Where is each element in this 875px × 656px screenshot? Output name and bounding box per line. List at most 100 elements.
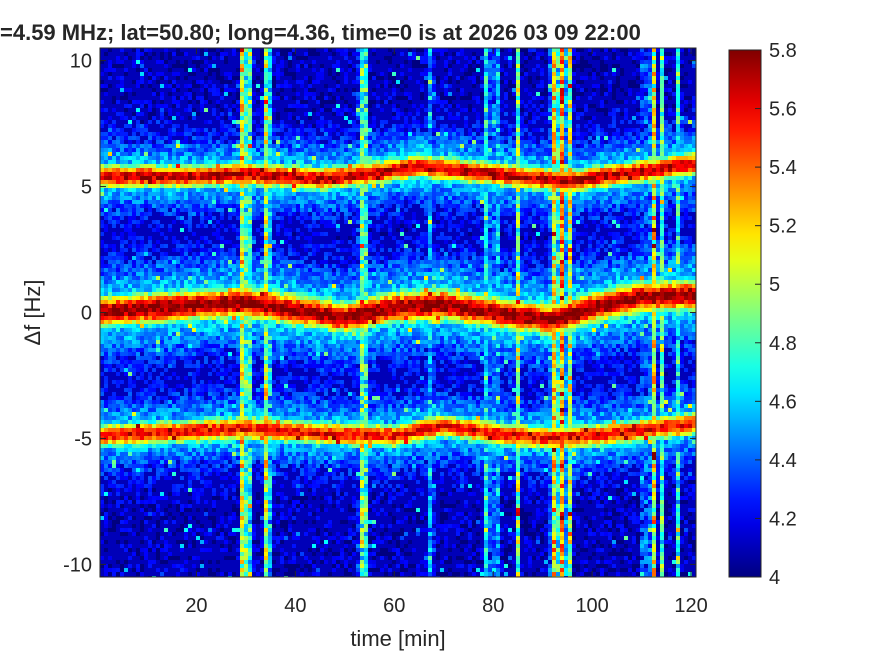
heatmap-cell <box>168 512 172 516</box>
heatmap-cell <box>152 164 156 168</box>
heatmap-cell <box>132 180 136 184</box>
heatmap-cell <box>108 480 112 484</box>
heatmap-cell <box>112 400 116 404</box>
heatmap-cell <box>208 172 212 176</box>
heatmap-cell <box>212 428 216 432</box>
heatmap-cell <box>168 352 172 356</box>
heatmap-cell <box>244 216 248 220</box>
heatmap-cell <box>152 360 156 364</box>
heatmap-cell <box>292 392 296 396</box>
heatmap-cell <box>272 344 276 348</box>
heatmap-cell <box>144 408 148 412</box>
heatmap-cell <box>260 428 264 432</box>
heatmap-cell <box>172 248 176 252</box>
heatmap-cell <box>216 444 220 448</box>
heatmap-cell <box>136 280 140 284</box>
heatmap-cell <box>196 260 200 264</box>
heatmap-cell <box>264 136 268 140</box>
heatmap-cell <box>276 216 280 220</box>
heatmap-cell <box>196 472 200 476</box>
heatmap-cell <box>284 376 288 380</box>
heatmap-cell <box>296 316 300 320</box>
heatmap-cell <box>296 396 300 400</box>
heatmap-cell <box>108 492 112 496</box>
heatmap-cell <box>292 156 296 160</box>
heatmap-cell <box>184 360 188 364</box>
heatmap-cell <box>248 252 252 256</box>
heatmap-cell <box>128 236 132 240</box>
heatmap-cell <box>196 56 200 60</box>
heatmap-cell <box>276 316 280 320</box>
heatmap-cell <box>268 560 272 564</box>
heatmap-cell <box>268 220 272 224</box>
heatmap-cell <box>136 208 140 212</box>
heatmap-cell <box>296 64 300 68</box>
heatmap-cell <box>176 508 180 512</box>
heatmap-cell <box>268 108 272 112</box>
heatmap-cell <box>132 408 136 412</box>
heatmap-cell <box>128 404 132 408</box>
heatmap-cell <box>256 108 260 112</box>
heatmap-cell <box>156 556 160 560</box>
heatmap-cell <box>164 400 168 404</box>
heatmap-cell <box>184 288 188 292</box>
heatmap-cell <box>140 412 144 416</box>
heatmap-cell <box>280 376 284 380</box>
heatmap-cell <box>144 312 148 316</box>
heatmap-cell <box>248 64 252 68</box>
heatmap-cell <box>156 332 160 336</box>
heatmap-cell <box>152 176 156 180</box>
heatmap-cell <box>104 448 108 452</box>
heatmap-cell <box>204 240 208 244</box>
heatmap-cell <box>248 560 252 564</box>
heatmap-cell <box>172 532 176 536</box>
heatmap-cell <box>104 256 108 260</box>
heatmap-cell <box>244 104 248 108</box>
heatmap-cell <box>260 324 264 328</box>
heatmap-cell <box>228 212 232 216</box>
heatmap-cell <box>216 288 220 292</box>
heatmap-cell <box>180 540 184 544</box>
heatmap-cell <box>144 456 148 460</box>
heatmap-cell <box>248 284 252 288</box>
heatmap-cell <box>140 260 144 264</box>
heatmap-cell <box>116 572 120 576</box>
heatmap-cell <box>228 140 232 144</box>
heatmap-cell <box>204 200 208 204</box>
heatmap-cell <box>280 452 284 456</box>
heatmap-cell <box>128 188 132 192</box>
heatmap-cell <box>260 68 264 72</box>
heatmap-cell <box>268 496 272 500</box>
heatmap-cell <box>276 84 280 88</box>
heatmap-cell <box>268 92 272 96</box>
heatmap-cell <box>288 412 292 416</box>
heatmap-cell <box>140 132 144 136</box>
heatmap-cell <box>128 528 132 532</box>
heatmap-cell <box>116 436 120 440</box>
heatmap-cell <box>208 260 212 264</box>
heatmap-cell <box>204 424 208 428</box>
heatmap-cell <box>268 188 272 192</box>
heatmap-cell <box>132 244 136 248</box>
heatmap-cell <box>104 212 108 216</box>
heatmap-cell <box>180 332 184 336</box>
heatmap-cell <box>124 560 128 564</box>
heatmap-cell <box>156 508 160 512</box>
heatmap-cell <box>248 260 252 264</box>
heatmap-cell <box>276 456 280 460</box>
heatmap-cell <box>252 336 256 340</box>
heatmap-cell <box>204 288 208 292</box>
heatmap-cell <box>248 144 252 148</box>
heatmap-cell <box>172 88 176 92</box>
heatmap-cell <box>248 556 252 560</box>
heatmap-cell <box>176 48 180 52</box>
heatmap-cell <box>188 528 192 532</box>
heatmap-cell <box>244 348 248 352</box>
heatmap-cell <box>272 276 276 280</box>
heatmap-cell <box>212 284 216 288</box>
heatmap-cell <box>144 168 148 172</box>
heatmap-cell <box>264 204 268 208</box>
heatmap-cell <box>108 328 112 332</box>
heatmap-cell <box>296 348 300 352</box>
heatmap-cell <box>140 312 144 316</box>
